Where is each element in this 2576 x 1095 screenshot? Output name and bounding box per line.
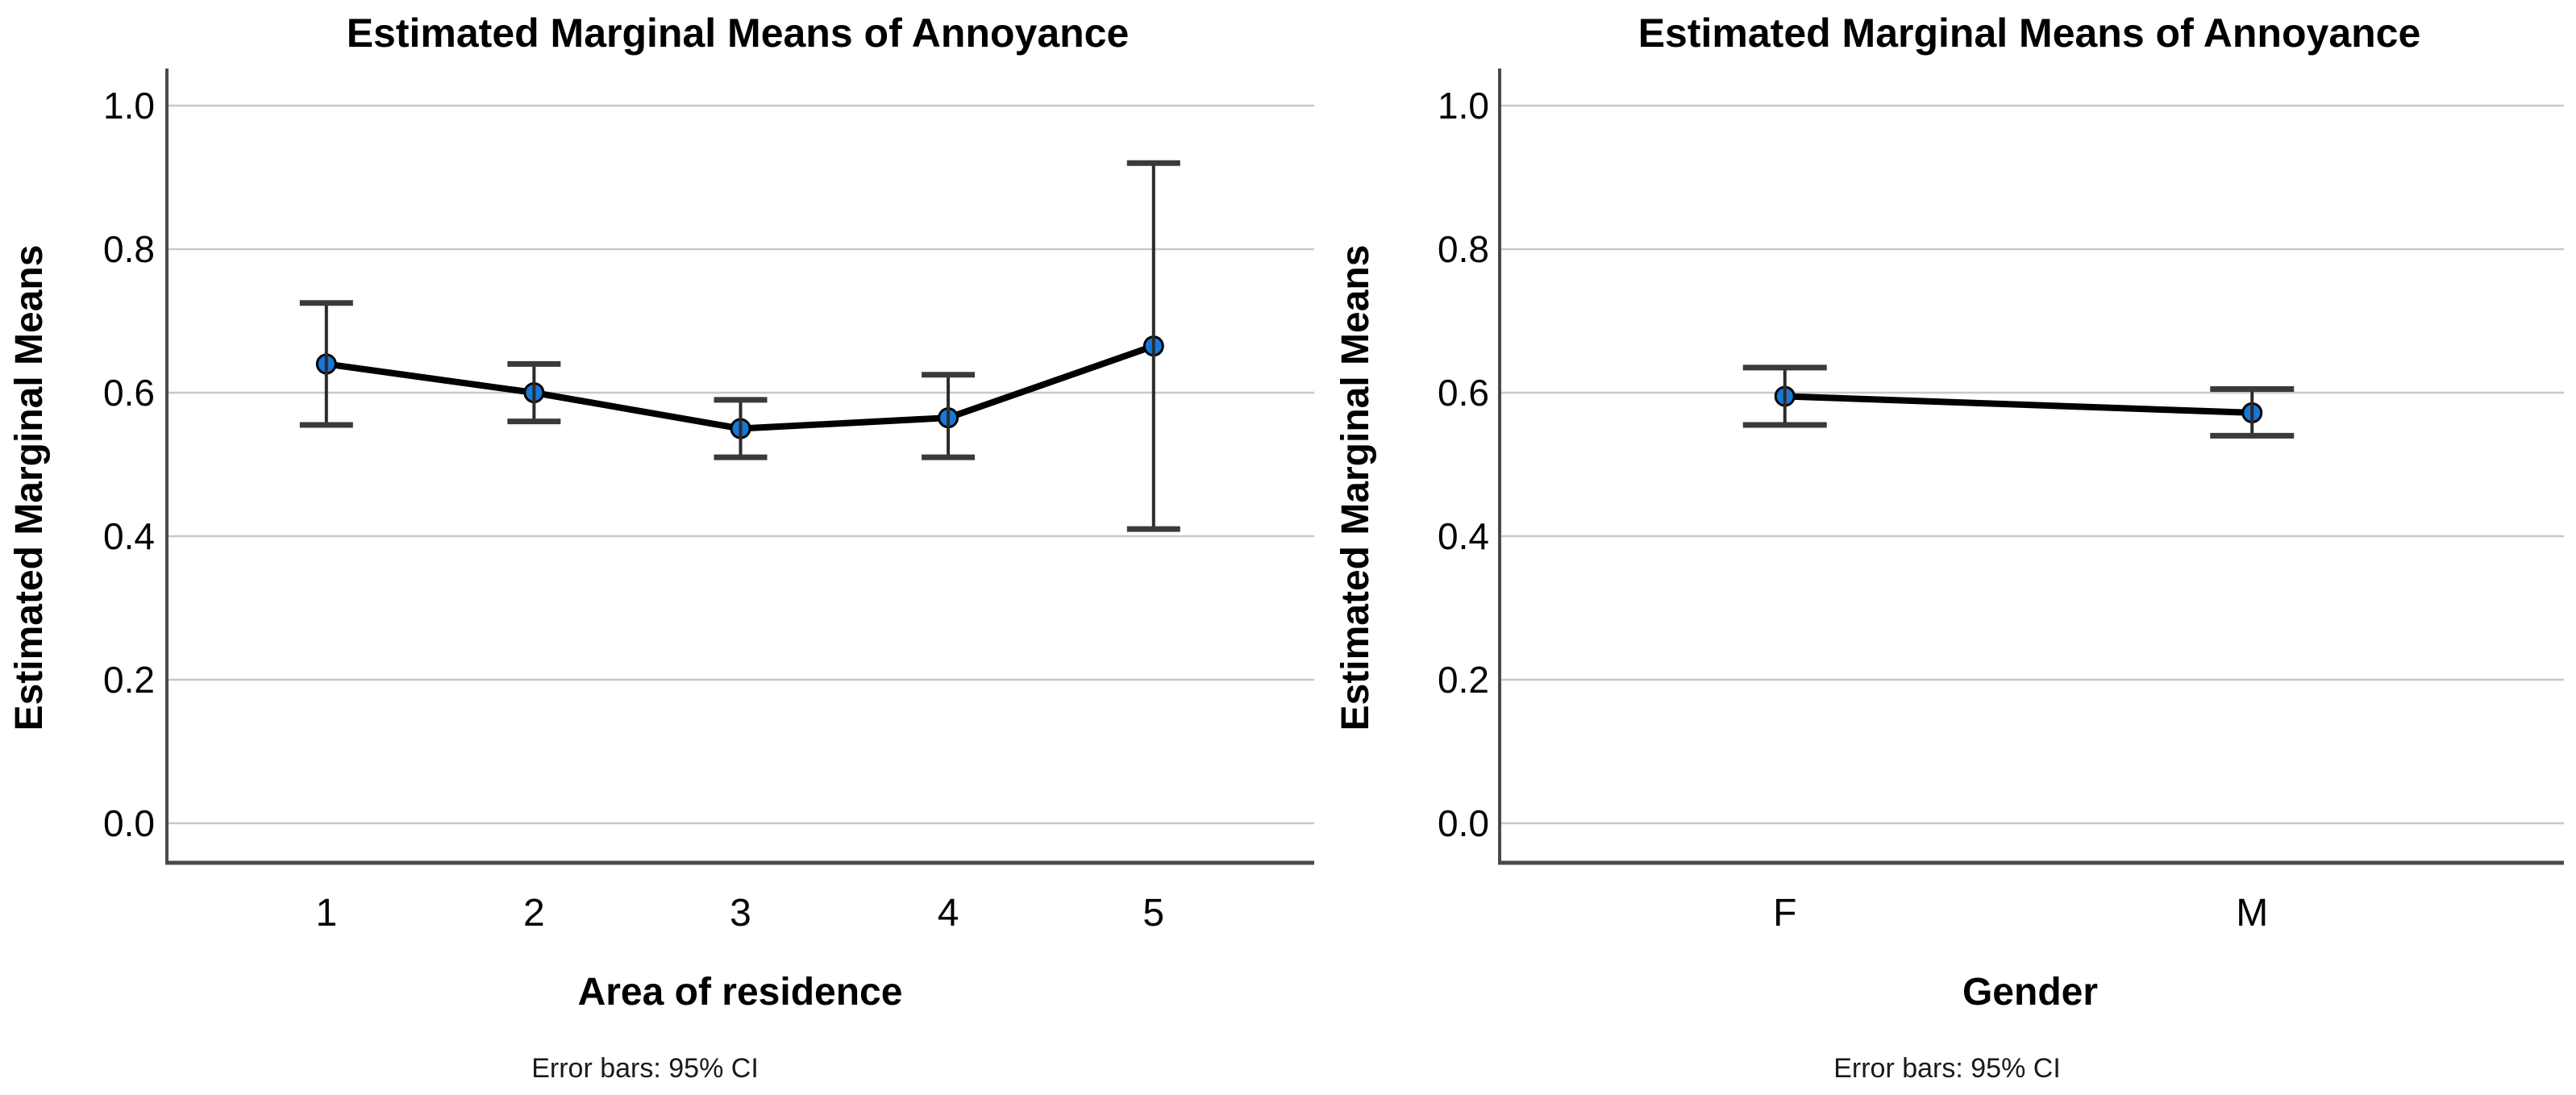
y-axis-title: Estimated Marginal Means [1334, 245, 1377, 731]
y-tick-label: 0.4 [103, 515, 155, 557]
x-tick-label: 3 [730, 892, 751, 935]
y-tick-label: 0.8 [1438, 228, 1489, 270]
y-tick-label: 0.8 [103, 228, 155, 270]
x-tick-label: 5 [1142, 892, 1164, 935]
series-line [1781, 393, 2256, 416]
x-tick-label: 2 [523, 892, 545, 935]
error-bars-footnote: Error bars: 95% CI [531, 1053, 759, 1084]
y-tick-label: 1.0 [1438, 85, 1489, 127]
y-tick-label: 0.0 [103, 802, 155, 844]
chart-title: Estimated Marginal Means of Annoyance [1638, 10, 2421, 56]
y-tick-label: 0.0 [1438, 802, 1489, 844]
emm-by-area-chart-canvas: 0.0 0.2 0.4 0.6 0.8 1.0 1 2 3 4 5 Estimated Margina… [8, 10, 1314, 1084]
x-axis-title: Gender [1962, 971, 2098, 1014]
emm-by-gender-chart: 0.0 0.2 0.4 0.6 0.8 1.0 F M Estimated Marginal M… [1318, 0, 2576, 1095]
error-bars-footnote: Error bars: 95% CI [1833, 1053, 2061, 1084]
emm-by-area-chart: 0.0 0.2 0.4 0.6 0.8 1.0 1 2 3 4 5 Estimated Margina… [8, 10, 1314, 1084]
x-tick-label: 4 [938, 892, 959, 935]
x-tick-label: M [2236, 892, 2268, 935]
chart-title: Estimated Marginal Means of Annoyance [347, 10, 1130, 56]
x-tick-label: F [1773, 892, 1796, 935]
y-tick-label: 0.2 [103, 659, 155, 701]
x-axis-title: Area of residence [578, 971, 903, 1014]
x-tick-label: 1 [315, 892, 337, 935]
y-tick-label: 1.0 [103, 85, 155, 127]
emm-by-gender-chart-canvas: 0.0 0.2 0.4 0.6 0.8 1.0 F M Estimated Marginal M… [1334, 10, 2564, 1084]
y-tick-label: 0.2 [1438, 659, 1489, 701]
y-tick-label: 0.6 [103, 372, 155, 414]
y-tick-label: 0.6 [1438, 372, 1489, 414]
y-axis-title: Estimated Marginal Means [8, 245, 51, 731]
y-tick-label: 0.4 [1438, 515, 1489, 557]
